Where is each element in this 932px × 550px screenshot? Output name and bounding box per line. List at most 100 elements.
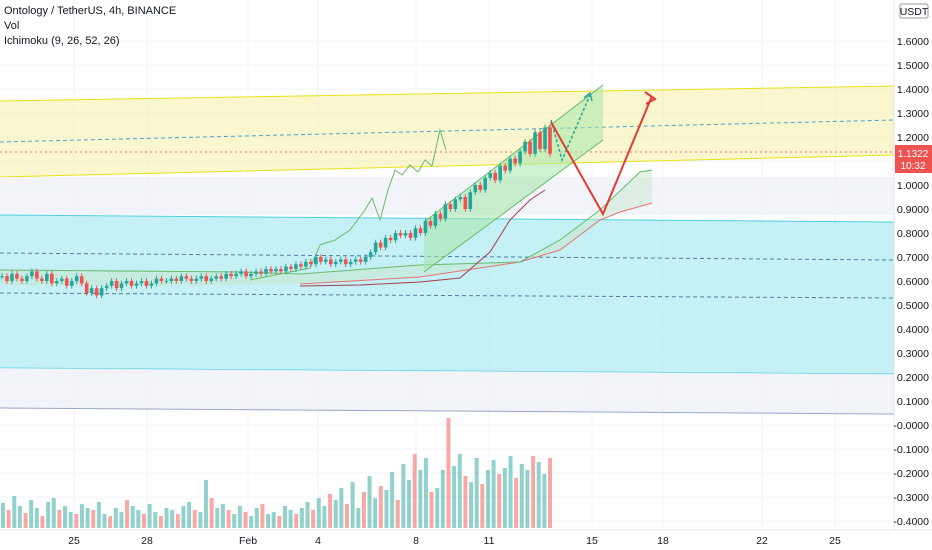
volume-bar [108, 516, 113, 528]
candle-body [234, 273, 238, 277]
candle-body [119, 283, 124, 289]
volume-bar [68, 512, 73, 528]
volume-bar [463, 476, 468, 528]
time-axis-bg [0, 530, 932, 550]
volume-bar [51, 498, 56, 528]
volume-bar [401, 464, 406, 528]
x-tick-label: Feb [239, 535, 257, 547]
projection-down-arrowhead [644, 91, 657, 105]
volume-label[interactable]: Vol [4, 20, 20, 32]
volume-bar [23, 513, 28, 528]
volume-bar [85, 508, 90, 528]
candle-body [483, 177, 488, 190]
candle-body [45, 273, 49, 281]
candle-body [209, 278, 214, 281]
volume-bar [74, 514, 79, 528]
volume-bar [429, 492, 434, 528]
candle-body [358, 259, 363, 262]
volume-bar [79, 504, 84, 528]
volume-bar [254, 508, 259, 528]
volume-bar [204, 480, 209, 528]
volume-bar [333, 500, 338, 528]
y-tick-label: 1.3000 [897, 108, 929, 120]
volume-bar [192, 510, 197, 528]
resistance-bottom-line [0, 154, 895, 178]
candle-body [35, 271, 39, 279]
x-tick-label: 18 [657, 535, 669, 547]
candle-body [324, 259, 328, 262]
ichimoku-lagging-span [249, 128, 447, 281]
projection-down-path [550, 95, 653, 217]
volume-bar [316, 498, 321, 528]
volume-bar [153, 512, 158, 528]
ichimoku-cloud [0, 170, 652, 286]
candle-body [104, 285, 109, 289]
volume-bar [130, 506, 135, 528]
candle-body [279, 269, 283, 272]
volume-bar [390, 472, 395, 528]
candle-body [453, 199, 458, 209]
volume-bar [119, 512, 124, 528]
candle-body [249, 273, 253, 277]
candle-body [498, 165, 502, 181]
ichimoku-label[interactable]: Ichimoku (9, 26, 52, 26) [4, 35, 120, 47]
volume-bar [277, 516, 282, 528]
y-tick-label: 0.1000 [897, 396, 929, 408]
volume-bar [344, 504, 349, 528]
volume-bar [384, 490, 389, 528]
volume-bar [215, 508, 220, 528]
volume-bar [57, 510, 62, 528]
candle-body [25, 276, 29, 281]
volume-bar [519, 464, 524, 528]
symbol-title[interactable]: Ontology / TetherUS, 4h, BINANCE [4, 5, 177, 17]
candle-body [139, 281, 144, 284]
volume-bar [378, 486, 383, 528]
candle-body [363, 257, 368, 262]
volume-bar [299, 508, 304, 528]
y-tick-label: 1.5000 [897, 60, 929, 72]
volume-bar [232, 514, 237, 528]
volume-bar [350, 482, 355, 528]
y-tick-label: 1.6000 [897, 36, 929, 48]
candle-body [294, 264, 298, 269]
lower-lavender-zone [0, 368, 894, 414]
candle-body [398, 233, 403, 236]
y-tick-label: -0.3000 [893, 492, 929, 504]
candle-body [5, 276, 9, 281]
y-tick-label: 0.9000 [897, 204, 929, 216]
volume-bar [271, 512, 276, 528]
y-tick-label: -0.0000 [893, 420, 929, 432]
volume-bar [40, 516, 45, 528]
volume-bar [361, 492, 366, 528]
candle-body [149, 283, 154, 286]
candle-body [194, 278, 199, 281]
volume-bar [435, 488, 440, 528]
volume-bar [96, 502, 101, 528]
candle-body [438, 213, 443, 219]
ichimoku-base-line [299, 189, 546, 287]
candle-body [333, 261, 338, 265]
candle-body [89, 288, 94, 293]
candle-body [10, 273, 14, 281]
candle-body [478, 185, 483, 190]
y-tick-label: 1.4000 [897, 84, 929, 96]
volume-bar [423, 458, 428, 528]
legend: Ontology / TetherUS, 4h, BINANCE Vol Ich… [4, 4, 176, 49]
candle-body [518, 151, 522, 164]
volume-bar [373, 498, 378, 528]
y-tick-label: 0.5000 [897, 300, 929, 312]
candle-body [159, 278, 164, 281]
candle-body [428, 221, 433, 226]
volume-bar [485, 470, 490, 528]
candle-body [109, 281, 114, 286]
volume-bar [243, 512, 248, 528]
y-tick-label: 0.8000 [897, 228, 929, 240]
candle-body [244, 271, 248, 277]
candle-body [443, 204, 448, 219]
candle-body [269, 269, 273, 272]
candle-body [528, 141, 532, 154]
candle-body [114, 281, 119, 289]
ascending-channel [424, 85, 603, 272]
candle-body [413, 228, 418, 238]
